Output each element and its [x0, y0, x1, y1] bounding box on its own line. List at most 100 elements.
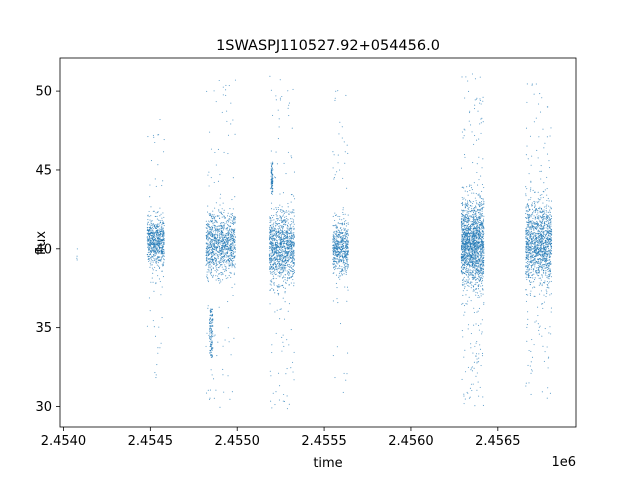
data-point — [467, 260, 469, 262]
data-point — [342, 246, 344, 248]
data-point — [154, 266, 156, 268]
chart-title: 1SWASPJ110527.92+054456.0 — [216, 38, 440, 54]
data-point — [287, 230, 289, 232]
data-point — [158, 234, 160, 236]
data-point — [286, 240, 288, 242]
data-point — [466, 281, 468, 283]
data-point — [269, 250, 271, 252]
data-point — [219, 282, 221, 284]
data-point — [209, 214, 211, 216]
data-point — [338, 257, 340, 259]
data-point — [280, 248, 282, 250]
data-point — [334, 233, 336, 235]
data-point — [339, 248, 342, 251]
data-point — [467, 245, 469, 247]
data-point — [228, 267, 230, 269]
data-point — [345, 94, 347, 97]
data-point — [285, 215, 287, 217]
data-point — [279, 264, 281, 266]
data-point — [333, 178, 335, 180]
data-point — [214, 221, 216, 223]
data-point — [208, 233, 210, 235]
data-point — [270, 273, 272, 275]
data-point — [217, 240, 219, 242]
data-point — [206, 257, 208, 259]
data-point — [336, 268, 338, 270]
data-point — [332, 300, 334, 302]
data-point — [220, 231, 222, 233]
data-point — [163, 259, 165, 261]
data-point — [483, 215, 485, 217]
data-point — [283, 260, 285, 263]
data-point — [158, 267, 161, 270]
data-point — [293, 250, 295, 252]
data-point — [272, 217, 274, 219]
data-point — [334, 269, 336, 271]
data-point — [213, 248, 215, 250]
data-point — [231, 256, 233, 258]
data-point — [347, 247, 349, 249]
data-point — [271, 240, 273, 242]
data-point — [284, 251, 286, 253]
data-point — [209, 212, 211, 215]
data-point — [155, 262, 157, 264]
data-point — [232, 238, 234, 240]
data-point — [221, 208, 223, 210]
data-point — [282, 253, 284, 255]
data-point — [341, 270, 343, 272]
data-point — [477, 262, 479, 264]
data-point — [153, 236, 156, 238]
data-point — [475, 215, 477, 218]
data-point — [221, 264, 223, 266]
data-point — [284, 270, 286, 272]
data-point — [479, 268, 482, 270]
data-point — [335, 282, 337, 285]
data-point — [293, 195, 295, 197]
data-point — [156, 253, 158, 255]
data-point — [233, 264, 235, 266]
data-point — [208, 252, 210, 254]
data-point — [161, 184, 163, 187]
data-point — [158, 326, 160, 328]
data-point — [231, 258, 233, 260]
data-point — [228, 261, 230, 263]
data-point — [207, 254, 210, 256]
data-point — [476, 202, 478, 204]
data-point — [284, 259, 286, 261]
data-point — [465, 239, 467, 241]
data-point — [278, 262, 280, 264]
data-point — [284, 232, 286, 234]
data-point — [293, 219, 295, 221]
data-point — [207, 307, 209, 309]
data-point — [343, 218, 345, 220]
data-point — [482, 396, 484, 398]
data-point — [284, 268, 286, 270]
data-point — [163, 261, 165, 263]
data-point — [227, 259, 229, 261]
data-point — [229, 235, 231, 237]
data-point — [470, 223, 472, 225]
data-point — [162, 276, 164, 278]
data-point — [468, 272, 470, 274]
data-point — [347, 152, 349, 154]
data-point — [476, 372, 478, 374]
data-point — [343, 234, 345, 236]
data-point — [466, 203, 468, 205]
data-point — [161, 232, 163, 234]
data-point — [150, 253, 152, 255]
data-point — [293, 223, 295, 225]
data-point — [231, 251, 233, 253]
data-point — [336, 238, 338, 240]
data-point — [221, 213, 223, 216]
data-point — [228, 247, 230, 250]
data-point — [222, 246, 224, 248]
data-point — [214, 227, 216, 230]
data-point — [231, 261, 234, 263]
data-point — [478, 234, 480, 236]
data-point — [219, 261, 221, 263]
data-point — [220, 234, 222, 236]
data-point — [291, 212, 293, 214]
data-point — [278, 209, 280, 211]
data-point — [210, 219, 212, 222]
data-point — [146, 229, 148, 231]
